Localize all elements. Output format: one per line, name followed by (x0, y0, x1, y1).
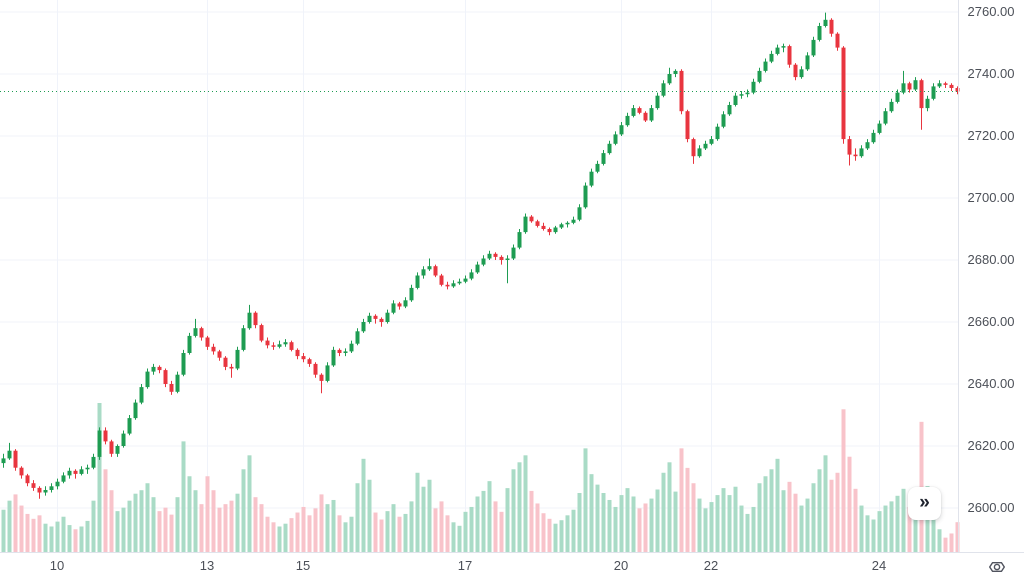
price-tick-label: 2620.00 (967, 438, 1015, 453)
price-tick-label: 2720.00 (967, 128, 1015, 143)
price-tick-label: 2600.00 (967, 500, 1015, 515)
price-tick-label: 2740.00 (967, 66, 1015, 81)
price-tick-label: 2660.00 (967, 314, 1015, 329)
price-tick-label: 2700.00 (967, 190, 1015, 205)
gear-icon (989, 561, 1005, 573)
time-tick-label: 17 (457, 558, 473, 573)
time-axis[interactable]: 10 13 15 17 20 22 24 (0, 553, 958, 580)
price-tick-label: 2640.00 (967, 376, 1015, 391)
price-tick-label: 2680.00 (967, 252, 1015, 267)
time-tick-label: 20 (613, 558, 629, 573)
time-tick-label: 24 (871, 558, 887, 573)
double-chevron-right-icon: » (919, 492, 930, 513)
timezone-settings-button[interactable] (986, 556, 1008, 578)
time-tick-label: 10 (49, 558, 65, 573)
scroll-to-recent-button[interactable]: » (908, 487, 941, 520)
price-axis[interactable]: 2734.36 2732.49 4.418K 2760.002740.00272… (958, 0, 1024, 553)
time-tick-label: 13 (199, 558, 215, 573)
price-tick-label: 2760.00 (967, 4, 1015, 19)
time-tick-label: 15 (295, 558, 311, 573)
time-tick-label: 22 (703, 558, 719, 573)
